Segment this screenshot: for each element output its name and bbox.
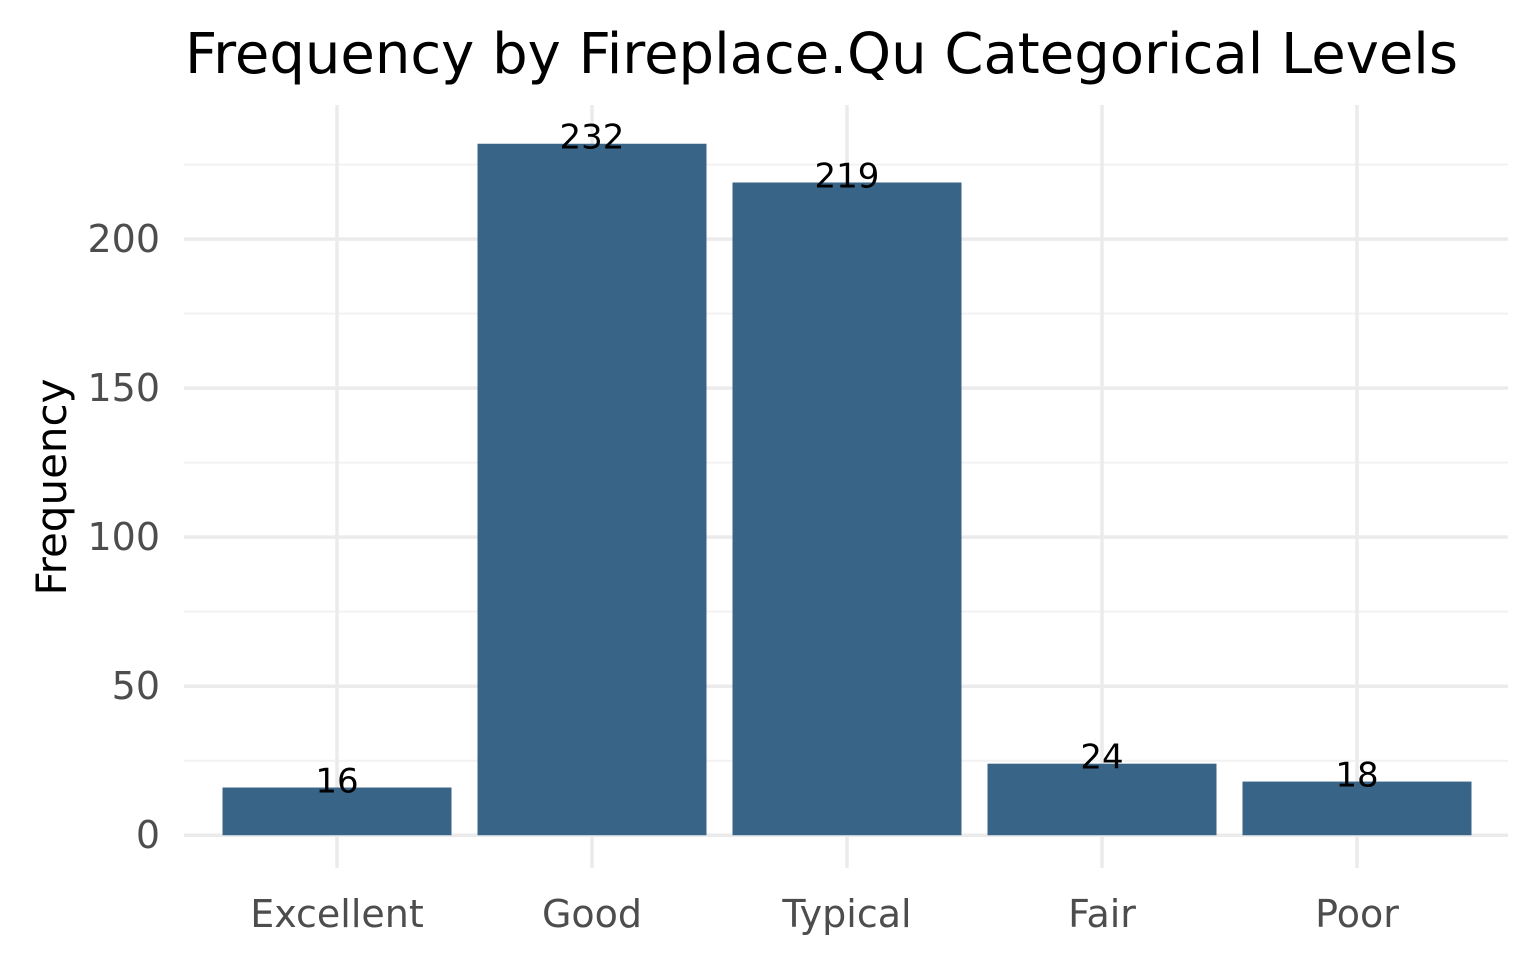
data-labels: 16 232 219 24 18 xyxy=(315,118,1378,802)
data-label: 18 xyxy=(1335,756,1378,796)
data-label: 24 xyxy=(1080,738,1123,778)
x-axis-ticks: Excellent Good Typical Fair Poor xyxy=(250,892,1399,936)
x-tick-label: Excellent xyxy=(250,892,424,936)
y-tick-label: 0 xyxy=(136,813,160,857)
bar xyxy=(1242,781,1472,836)
x-tick-label: Good xyxy=(542,892,642,936)
data-label: 16 xyxy=(315,762,358,802)
y-tick-label: 200 xyxy=(87,217,160,261)
bar xyxy=(987,763,1217,836)
x-tick-label: Typical xyxy=(781,892,911,936)
y-tick-label: 100 xyxy=(87,515,160,559)
data-label: 219 xyxy=(815,156,880,196)
bars xyxy=(222,143,1472,836)
data-label: 232 xyxy=(560,118,625,158)
y-tick-label: 150 xyxy=(87,366,160,410)
bar xyxy=(477,143,707,836)
bar xyxy=(222,787,452,836)
bar xyxy=(732,182,962,836)
y-axis-label: Frequency xyxy=(27,379,76,596)
x-tick-label: Fair xyxy=(1068,892,1136,936)
chart-title: Frequency by Fireplace.Qu Categorical Le… xyxy=(185,22,1458,87)
y-tick-label: 50 xyxy=(112,664,160,708)
x-tick-label: Poor xyxy=(1315,892,1399,936)
y-axis-ticks: 0 50 100 150 200 xyxy=(87,217,160,857)
